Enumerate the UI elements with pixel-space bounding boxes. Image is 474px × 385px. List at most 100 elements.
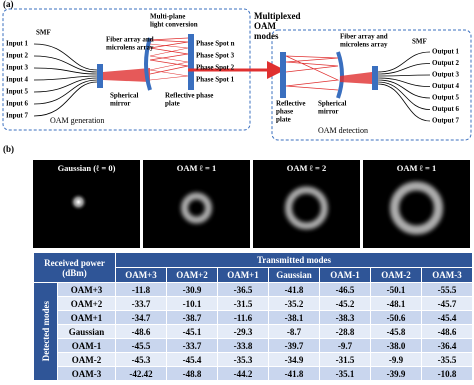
fiber	[33, 81, 98, 117]
table-cell: OAM-2	[57, 352, 116, 367]
fiber	[377, 77, 431, 87]
fiber-array	[97, 64, 103, 88]
beam-ring	[285, 186, 328, 230]
label: OAM ℓ = 1	[177, 163, 216, 173]
table-cell: OAM-3	[421, 267, 473, 283]
mode-image	[253, 160, 360, 248]
label: mirror	[318, 108, 338, 116]
label: (b)	[3, 144, 14, 154]
label: Output 3	[432, 71, 460, 79]
table-cell: -38.3	[319, 310, 371, 325]
label: Output 1	[432, 48, 460, 56]
table-cell: -36.4	[421, 338, 473, 353]
label: Output 2	[432, 59, 460, 67]
table-cell: -45.4	[421, 310, 473, 325]
table-cell: -36.5	[217, 282, 269, 297]
label: Output 4	[432, 82, 460, 90]
table-cell: -55.5	[421, 282, 473, 297]
table-cell: -11.8	[115, 282, 167, 297]
label: mirror	[110, 100, 130, 108]
table-cell: OAM-1	[57, 338, 116, 353]
fiber-array	[372, 66, 378, 90]
beam-spot	[69, 193, 88, 211]
label: modes	[254, 31, 279, 41]
table-cell: -39.9	[370, 366, 422, 381]
label: Spherical	[110, 92, 138, 100]
table-cell: -35.2	[268, 296, 320, 311]
table-cell: -39.7	[268, 338, 320, 353]
table-cell: -45.1	[166, 324, 218, 339]
zigzag	[149, 43, 189, 81]
fiber	[377, 81, 431, 110]
table-row: Received power (dBm) Transmitted modes	[33, 252, 473, 283]
beam-ring	[390, 181, 443, 235]
fiber	[377, 63, 431, 75]
label: Input 1	[6, 40, 28, 48]
label: Input 3	[6, 64, 28, 72]
table-cell: -35.5	[421, 352, 473, 367]
table-cell: -33.8	[217, 338, 269, 353]
table-cell: -10.1	[166, 296, 218, 311]
spherical-mirror	[144, 37, 152, 91]
table-cell: Transmitted modes	[115, 252, 473, 268]
table-cell: -41.8	[268, 366, 320, 381]
label: Gaussian (ℓ = 0)	[58, 163, 116, 173]
table-cell: -48.1	[370, 296, 422, 311]
label: Phase Spot 3	[196, 52, 235, 60]
label: Reflective phase	[165, 92, 213, 100]
label: OAM ℓ = 1	[397, 163, 436, 173]
table-cell: -33.7	[115, 296, 167, 311]
table-cell: -8.7	[268, 324, 320, 339]
table-cell: OAM+2	[166, 267, 218, 283]
beam-ring	[181, 192, 212, 224]
zigzag	[149, 37, 189, 75]
table-cell: -45.3	[115, 352, 167, 367]
label: Spherical	[318, 100, 346, 108]
label: OAM ℓ = 2	[287, 163, 326, 173]
fiber	[33, 43, 98, 71]
label: plate	[276, 116, 291, 124]
label: Output 6	[432, 105, 460, 113]
label: Output 5	[432, 94, 460, 102]
fiber	[377, 79, 431, 99]
table-cell: -31.5	[319, 352, 371, 367]
table-cell: Received power (dBm)	[33, 252, 116, 283]
fiber	[33, 67, 98, 75]
table-cell: OAM-2	[370, 267, 422, 283]
table-cell: -11.6	[217, 310, 269, 325]
table-cell: -34.7	[115, 310, 167, 325]
table-cell: OAM+1	[217, 267, 269, 283]
label: microlens array	[340, 41, 388, 49]
label: Phase Spot 2	[196, 64, 235, 72]
fiber	[33, 55, 98, 73]
table-cell: -48.6	[421, 324, 473, 339]
table-cell: -31.5	[217, 296, 269, 311]
table-cell: OAM+3	[57, 282, 116, 297]
table-cell: -30.9	[166, 282, 218, 297]
label: OAM generation	[50, 116, 104, 125]
label: SMF	[412, 38, 427, 46]
label: Multiplexed	[254, 11, 301, 21]
zigzag	[285, 55, 340, 91]
table-row: OAM+1 -34.7 -38.7 -11.6 -38.1 -38.3 -50.6 -45.4	[34, 310, 473, 325]
table-cell: -46.5	[319, 282, 371, 297]
label: plate	[165, 100, 180, 108]
row-group-label: Detected modes	[40, 301, 51, 362]
table-cell: -45.2	[319, 296, 371, 311]
table-cell: Gaussian	[57, 324, 116, 339]
table-row: OAM-1 -45.5 -33.7 -33.8 -39.7 -9.7 -38.0 -36.4	[34, 338, 473, 353]
spherical-mirror	[336, 51, 344, 99]
mode-image	[143, 160, 250, 248]
label: Input 4	[6, 76, 28, 84]
label: SMF	[36, 29, 51, 37]
label: Input 5	[6, 88, 28, 96]
label: Phase Spot n	[196, 40, 235, 48]
table-cell: -28.8	[319, 324, 371, 339]
table-cell: OAM+3	[115, 267, 167, 283]
label: OAM	[254, 21, 277, 31]
table-cell: -33.7	[166, 338, 218, 353]
table-cell: -45.8	[370, 324, 422, 339]
label: microlens array	[106, 44, 154, 52]
table-cell: OAM-1	[319, 267, 371, 283]
label: Input 7	[6, 112, 28, 120]
